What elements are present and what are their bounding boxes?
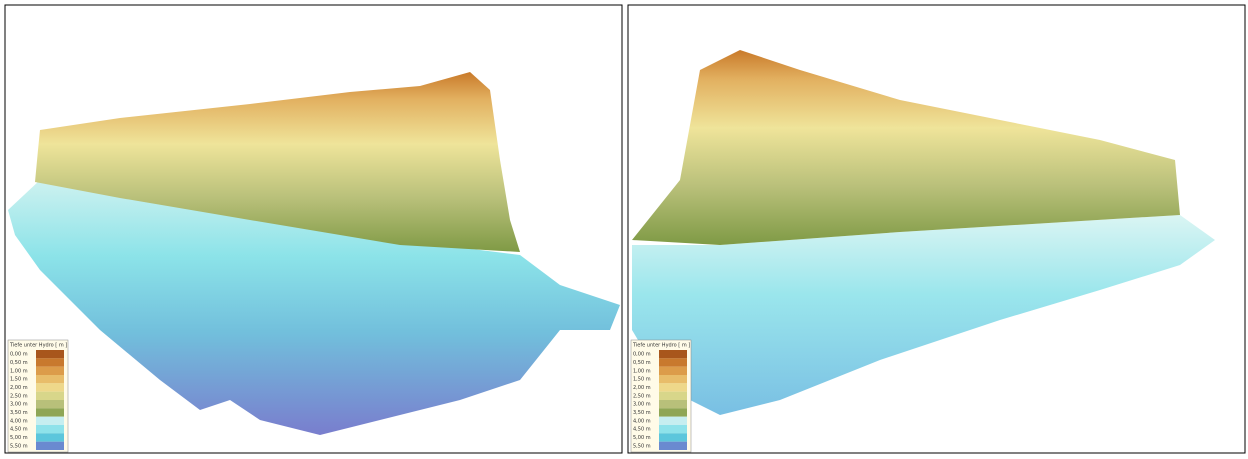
legend-label: 4,00 m — [633, 418, 651, 424]
legend-swatch — [36, 375, 64, 383]
legend-label: 5,00 m — [633, 435, 651, 441]
legend-swatch — [659, 350, 687, 358]
legend-label: 4,50 m — [10, 427, 28, 433]
legend-swatch — [36, 425, 64, 433]
legend-label: 0,00 m — [633, 352, 651, 358]
legend-swatch — [36, 433, 64, 441]
legend-label: 4,00 m — [10, 418, 28, 424]
legend-swatch — [36, 417, 64, 425]
legend-label: 0,00 m — [10, 352, 28, 358]
legend-swatch — [36, 408, 64, 416]
legend-swatch — [36, 350, 64, 358]
legend-swatch — [659, 400, 687, 408]
legend-swatch — [659, 433, 687, 441]
legend-swatch — [36, 400, 64, 408]
legend-label: 3,50 m — [633, 410, 651, 416]
legend-label: 5,50 m — [633, 443, 651, 449]
legend-swatch — [36, 392, 64, 400]
legend-label: 5,00 m — [10, 435, 28, 441]
legend-title: Tiefe unter Hydro [ m ] — [9, 343, 67, 349]
legend-swatch — [36, 367, 64, 375]
legend-swatch — [659, 425, 687, 433]
legend-label: 0,50 m — [10, 360, 28, 366]
legend-label: 3,50 m — [10, 410, 28, 416]
legend-label: 2,50 m — [633, 393, 651, 399]
right-view — [628, 5, 1245, 453]
legend-title: Tiefe unter Hydro [ m ] — [632, 343, 690, 349]
legend-swatch — [659, 408, 687, 416]
legend-label: 2,00 m — [633, 385, 651, 391]
legend-swatch — [659, 367, 687, 375]
legend-swatch — [36, 358, 64, 366]
legend-swatch — [659, 417, 687, 425]
legend-label: 3,00 m — [633, 402, 651, 408]
legend-label: 1,00 m — [10, 368, 28, 374]
legend-label: 1,50 m — [633, 377, 651, 383]
legend-label: 5,50 m — [10, 443, 28, 449]
legend-label: 2,00 m — [10, 385, 28, 391]
legend-swatch — [659, 392, 687, 400]
legend-swatch — [659, 442, 687, 450]
legend-label: 0,50 m — [633, 360, 651, 366]
legend-swatch — [36, 442, 64, 450]
left-view — [5, 5, 622, 453]
legend-label: 3,00 m — [10, 402, 28, 408]
legend-label: 2,50 m — [10, 393, 28, 399]
legend-label: 1,00 m — [633, 368, 651, 374]
legend-swatch — [659, 375, 687, 383]
legend-swatch — [36, 383, 64, 391]
legend-swatch — [659, 383, 687, 391]
legend-label: 1,50 m — [10, 377, 28, 383]
screenshot: Tiefe unter Hydro [ m ] 0,00 m 0,50 m 1,00 … — [0, 0, 1248, 455]
legend-swatch — [659, 358, 687, 366]
legend-label: 4,50 m — [633, 427, 651, 433]
